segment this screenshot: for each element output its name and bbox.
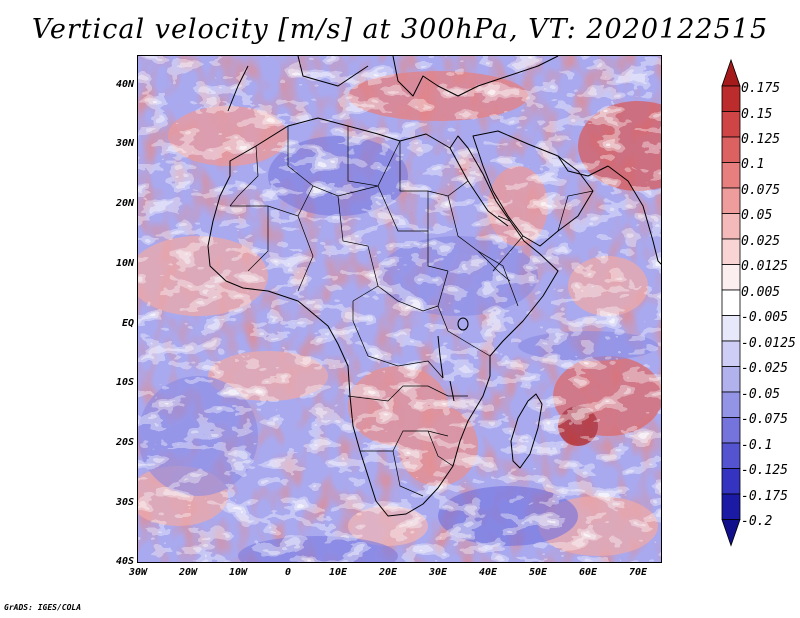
lat-label-20n: 20N	[115, 198, 134, 209]
colorbar-cell	[721, 340, 741, 367]
map-panel	[137, 55, 662, 563]
lat-label-20s: 20S	[115, 437, 134, 448]
colorbar-cell	[721, 315, 741, 342]
lon-label-70e: 70E	[628, 567, 648, 578]
colorbar-label: -0.025	[741, 361, 788, 376]
lon-label-60e: 60E	[578, 567, 598, 578]
colorbar-cell	[721, 264, 741, 291]
lat-label-30s: 30S	[115, 497, 134, 508]
colorbar-cell	[721, 162, 741, 189]
lat-label-30n: 30N	[115, 138, 134, 149]
colorbar-label: -0.05	[741, 387, 781, 402]
lon-label-20e: 20E	[378, 567, 398, 578]
lon-label-50e: 50E	[528, 567, 548, 578]
chart-title: Vertical velocity [m/s] at 300hPa, VT: 2…	[31, 14, 769, 45]
colorbar-cell	[721, 417, 741, 444]
colorbar-label: -0.175	[741, 489, 788, 504]
velocity-field-map	[138, 56, 661, 562]
colorbar-cell	[721, 136, 741, 163]
colorbar-label: -0.125	[741, 463, 788, 478]
colorbar-cell	[721, 366, 741, 393]
lon-label-0: 0	[284, 567, 292, 578]
lon-label-10w: 10W	[228, 567, 248, 578]
lat-label-40s: 40S	[115, 556, 134, 567]
colorbar-label: 0.005	[741, 285, 781, 300]
colorbar-label: 0.0125	[741, 259, 788, 274]
colorbar-label: 0.025	[741, 234, 781, 249]
colorbar-label: 0.05	[741, 208, 773, 223]
lon-label-40e: 40E	[478, 567, 498, 578]
field-white-streaks	[138, 56, 661, 562]
colorbar-top-triangle	[721, 58, 741, 87]
lat-label-40n: 40N	[115, 79, 134, 90]
colorbar-label: -0.075	[741, 412, 788, 427]
colorbar-bottom-triangle	[721, 519, 741, 547]
colorbar-label: 0.175	[741, 81, 781, 96]
colorbar-cell	[721, 493, 741, 520]
colorbar-cell	[721, 238, 741, 265]
colorbar-label: 0.125	[741, 132, 781, 147]
colorbar-label: -0.0125	[741, 336, 796, 351]
colorbar-cell	[721, 442, 741, 469]
colorbar-cell	[721, 391, 741, 418]
colorbar-label: -0.005	[741, 310, 788, 325]
lat-label-eq: EQ	[121, 318, 134, 329]
lon-label-10e: 10E	[328, 567, 348, 578]
colorbar-cell	[721, 289, 741, 316]
lon-label-30e: 30E	[428, 567, 448, 578]
colorbar-label: 0.075	[741, 183, 781, 198]
colorbar	[721, 58, 741, 547]
colorbar-label: -0.1	[741, 438, 773, 453]
country-borders	[229, 126, 594, 497]
colorbar-cell	[721, 187, 741, 214]
colorbar-cell	[721, 468, 741, 495]
lat-label-10s: 10S	[115, 377, 134, 388]
lon-label-20w: 20W	[178, 567, 198, 578]
lon-label-30w: 30W	[128, 567, 148, 578]
lat-label-10n: 10N	[115, 258, 134, 269]
colorbar-label: 0.15	[741, 107, 773, 122]
colorbar-label: 0.1	[741, 157, 765, 172]
grads-credit: GrADS: IGES/COLA	[4, 603, 82, 612]
colorbar-cell	[721, 213, 741, 240]
colorbar-cell	[721, 85, 741, 112]
colorbar-label: -0.2	[741, 514, 773, 529]
colorbar-cell	[721, 111, 741, 138]
coastlines	[207, 56, 661, 517]
